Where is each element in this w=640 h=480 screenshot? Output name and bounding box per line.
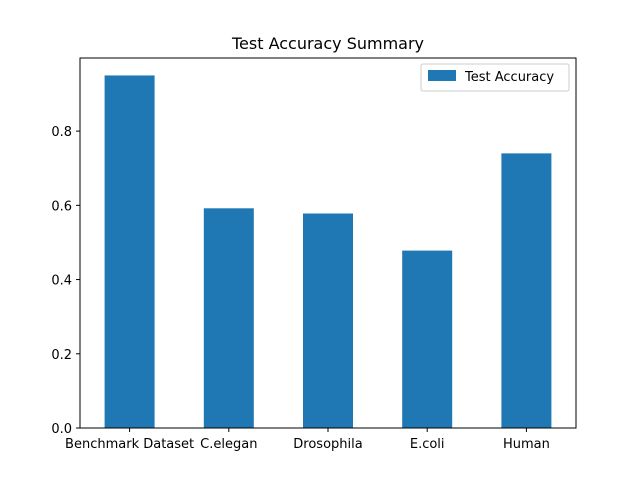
y-tick-label: 0.2 — [51, 348, 72, 363]
y-tick-label: 0.0 — [51, 422, 72, 437]
x-tick-label: Human — [503, 437, 550, 452]
bar-e-coli — [402, 250, 453, 428]
x-axis: Benchmark Dataset C.elegan Drosophila E.col… — [65, 428, 550, 452]
bar-c-elegan — [203, 208, 254, 428]
y-tick-label: 0.8 — [51, 125, 72, 140]
bar-drosophila — [303, 213, 353, 428]
legend-swatch-test-accuracy — [428, 70, 456, 81]
legend: Test Accuracy — [420, 63, 570, 92]
x-tick-label: C.elegan — [200, 437, 257, 452]
bar-human — [501, 153, 552, 428]
bars-group — [104, 75, 552, 429]
y-axis: 0.0 0.2 0.4 0.6 0.8 — [51, 125, 80, 437]
x-tick-label: Drosophila — [293, 437, 362, 452]
bar-benchmark-dataset — [104, 75, 155, 429]
legend-box — [420, 63, 570, 92]
chart-title: Test Accuracy Summary — [231, 34, 424, 53]
x-tick-label: Benchmark Dataset — [65, 437, 194, 452]
y-tick-label: 0.6 — [51, 199, 72, 214]
plot-frame — [79, 57, 577, 429]
legend-label-test-accuracy: Test Accuracy — [464, 70, 554, 85]
x-tick-label: E.coli — [410, 437, 445, 452]
y-tick-label: 0.4 — [51, 274, 72, 289]
